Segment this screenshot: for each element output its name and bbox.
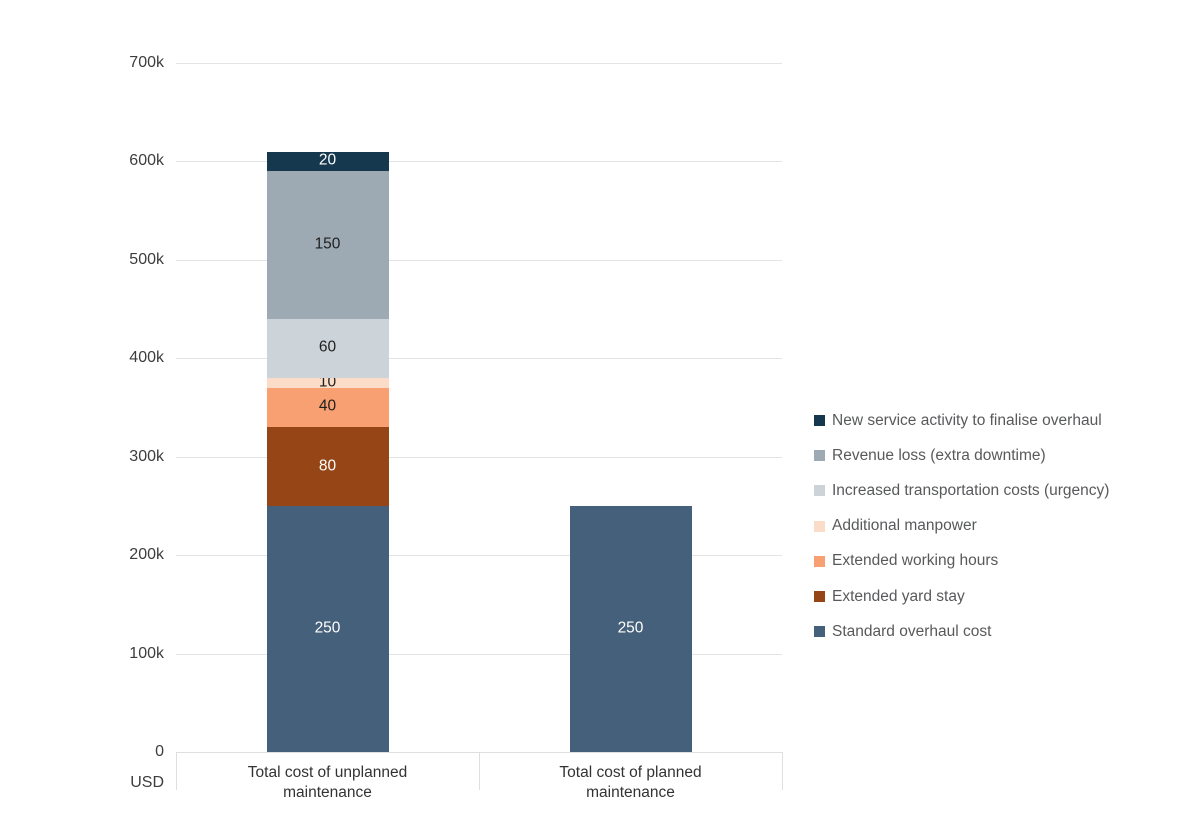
legend-swatch xyxy=(814,555,825,567)
value-label: 80 xyxy=(318,457,337,475)
legend-swatch xyxy=(814,450,825,462)
value-label: 250 xyxy=(617,619,644,637)
legend-item[interactable]: Standard overhaul cost xyxy=(814,614,1109,649)
legend-item[interactable]: Extended working hours xyxy=(814,544,1109,579)
y-axis-tick-label: 700k xyxy=(129,54,164,71)
category-label-line: maintenance xyxy=(283,783,372,801)
gridline xyxy=(176,456,782,458)
y-axis-tick-label: 600k xyxy=(129,152,164,170)
category-label: Total cost of planned maintenance xyxy=(479,763,782,802)
gridline xyxy=(176,161,782,163)
category-boundary-tick xyxy=(782,752,783,790)
category-label: Total cost of unplanned maintenance xyxy=(176,763,479,802)
bar-segment[interactable]: 10 xyxy=(266,374,389,391)
y-axis-tick-label: 400k xyxy=(129,349,164,367)
legend-label: Standard overhaul cost xyxy=(832,622,992,640)
legend-item[interactable]: Extended yard stay xyxy=(814,579,1109,614)
bar-segment[interactable]: 250 xyxy=(569,505,692,752)
legend-label: Increased transportation costs (urgency) xyxy=(832,481,1110,499)
value-label: 20 xyxy=(318,152,337,170)
gridline xyxy=(176,358,782,360)
category-label-line: maintenance xyxy=(586,783,675,801)
legend-swatch xyxy=(814,520,825,532)
bar-segment[interactable]: 150 xyxy=(266,171,389,319)
category-boundary-tick xyxy=(176,752,177,790)
y-axis-tick-label: 500k xyxy=(129,250,164,268)
gridline xyxy=(176,63,782,64)
legend-item[interactable]: Revenue loss (extra downtime) xyxy=(814,438,1109,473)
category-label-line: Total cost of planned xyxy=(559,764,702,781)
gridline xyxy=(176,259,782,261)
legend-swatch xyxy=(814,626,825,638)
legend-item[interactable]: Increased transportation costs (urgency) xyxy=(814,473,1109,508)
value-label: 150 xyxy=(314,235,341,253)
y-axis-tick-label: 300k xyxy=(129,447,164,465)
value-label: 250 xyxy=(314,619,341,637)
value-label: 60 xyxy=(318,339,337,357)
legend-label: Extended yard stay xyxy=(832,587,965,605)
legend-swatch xyxy=(814,591,825,603)
legend-item[interactable]: New service activity to finalise overhau… xyxy=(814,403,1109,438)
category-label-line: Total cost of unplanned xyxy=(247,764,408,781)
legend-label: Revenue loss (extra downtime) xyxy=(832,446,1046,464)
bar-segment[interactable]: 20 xyxy=(266,151,389,172)
legend: New service activity to finalise overhau… xyxy=(814,403,1109,649)
bar-segment[interactable]: 40 xyxy=(266,387,389,428)
legend-label: Extended working hours xyxy=(832,552,999,570)
bar-segment[interactable]: 80 xyxy=(266,427,389,506)
bar-segment[interactable]: 60 xyxy=(266,318,389,378)
y-axis-unit-label: USD xyxy=(130,774,164,791)
gridline xyxy=(176,555,782,557)
legend-label: New service activity to finalise overhau… xyxy=(832,411,1102,429)
legend-swatch xyxy=(814,485,825,497)
y-axis-tick-label: 200k xyxy=(129,546,164,564)
legend-item[interactable]: Additional manpower xyxy=(814,509,1109,544)
y-axis-tick-label: 100k xyxy=(129,644,164,662)
value-label: 40 xyxy=(318,398,337,416)
bar-segment[interactable]: 250 xyxy=(266,505,389,752)
category-boundary-tick xyxy=(479,752,480,790)
y-axis-tick-label: 0 xyxy=(155,743,164,760)
legend-label: Additional manpower xyxy=(832,517,977,535)
legend-swatch xyxy=(814,415,825,427)
gridline xyxy=(176,653,782,655)
